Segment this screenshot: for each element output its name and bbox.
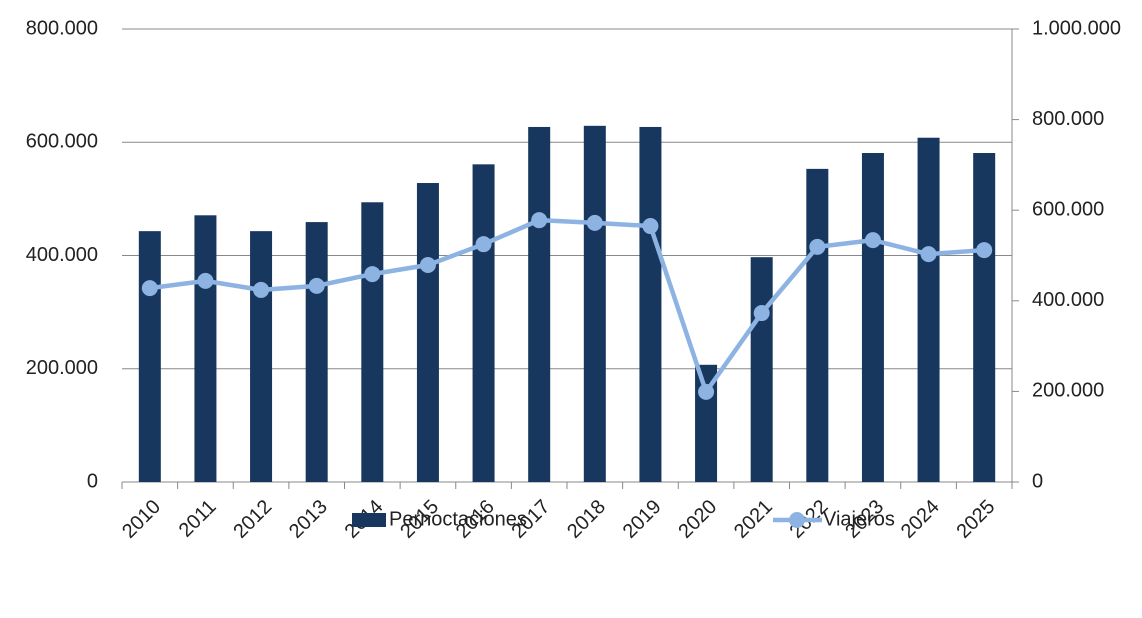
bar — [250, 231, 273, 482]
x-tick-label: 2024 — [897, 496, 944, 543]
line-marker — [642, 218, 659, 235]
line-marker — [809, 238, 826, 255]
x-tick-label: 2010 — [118, 496, 165, 543]
line-marker — [308, 277, 325, 294]
x-tick-label: 2018 — [563, 496, 610, 543]
line-marker — [864, 232, 881, 249]
line-marker — [253, 281, 270, 298]
x-tick-label: 2025 — [952, 496, 999, 543]
x-tick-label: 2011 — [175, 496, 221, 542]
y-tick-label: 0 — [87, 470, 98, 492]
x-tick-label: 2021 — [730, 496, 777, 543]
bar — [750, 257, 773, 482]
y2-tick-label: 800.000 — [1032, 108, 1104, 130]
bar — [583, 125, 606, 483]
line-marker — [586, 214, 603, 231]
x-tick-label: 2013 — [285, 496, 332, 543]
line-marker — [475, 236, 492, 253]
bar — [416, 183, 439, 482]
y2-tick-label: 600.000 — [1032, 198, 1104, 220]
legend-marker — [789, 512, 805, 528]
bar — [305, 222, 328, 482]
line-marker — [698, 383, 715, 400]
bar — [861, 153, 884, 483]
x-tick-label: 2012 — [229, 496, 276, 543]
legend-label: Viajeros — [823, 508, 895, 530]
line-marker — [364, 266, 381, 283]
y2-tick-label: 1.000.000 — [1032, 17, 1121, 39]
bar — [973, 153, 996, 483]
y2-tick-label: 0 — [1032, 470, 1043, 492]
bar — [806, 168, 829, 482]
line-marker — [141, 280, 158, 297]
line-marker — [976, 242, 993, 259]
x-tick-label: 2019 — [619, 496, 666, 543]
y-tick-label: 800.000 — [26, 17, 98, 39]
y2-tick-label: 400.000 — [1032, 289, 1104, 311]
x-tick-label: 2020 — [674, 496, 721, 543]
bar — [194, 215, 217, 482]
bar — [361, 202, 384, 482]
bar — [639, 126, 662, 483]
line-marker — [531, 212, 548, 229]
line-marker — [920, 246, 937, 263]
y2-tick-label: 200.000 — [1032, 380, 1104, 402]
y-tick-label: 600.000 — [26, 131, 98, 153]
bar — [472, 164, 495, 483]
bar — [917, 137, 940, 482]
legend-swatch — [352, 513, 386, 527]
bar — [138, 231, 161, 482]
line — [149, 217, 985, 397]
y-tick-label: 400.000 — [26, 244, 98, 266]
line-marker — [419, 257, 436, 274]
line-marker — [753, 305, 770, 322]
legend-label: Pernoctaciones — [389, 508, 527, 530]
bar — [528, 126, 551, 483]
y-tick-label: 200.000 — [26, 357, 98, 379]
line-marker — [197, 272, 214, 289]
